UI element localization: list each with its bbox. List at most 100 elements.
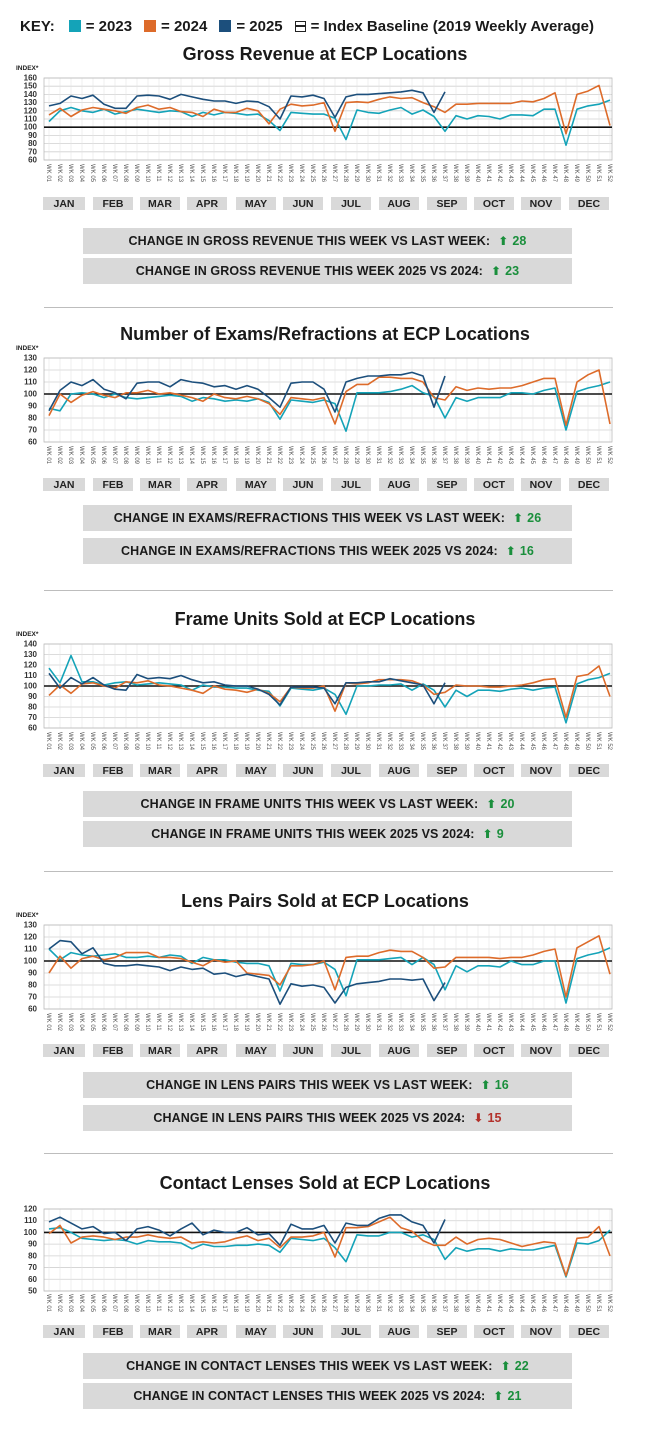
week-tick-label: WK 44 (518, 164, 524, 183)
month-label: JUL (341, 1326, 361, 1338)
week-tick-label: WK 38 (452, 732, 458, 751)
week-tick-label: WK 32 (386, 164, 392, 183)
month-band (427, 1325, 467, 1338)
arrow-up-icon: ⬆ (482, 827, 493, 841)
month-band (140, 764, 180, 777)
stat-box-2025-vs-2024: CHANGE IN FRAME UNITS THIS WEEK 2025 VS … (83, 821, 572, 847)
month-band (569, 764, 609, 777)
week-tick-label: WK 28 (342, 732, 348, 751)
month-band (331, 197, 371, 210)
month-band (521, 764, 561, 777)
y-tick-label: 100 (24, 123, 38, 132)
week-tick-label: WK 52 (606, 732, 612, 751)
legend-label-2024: = 2024 (161, 17, 208, 35)
stat-box-week-vs-last-week: CHANGE IN CONTACT LENSES THIS WEEK VS LA… (83, 1353, 572, 1379)
week-tick-label: WK 51 (595, 446, 601, 465)
week-tick-label: WK 51 (595, 164, 601, 183)
y-tick-label: 60 (28, 724, 37, 733)
week-tick-label: WK 40 (474, 732, 480, 751)
week-tick-label: WK 31 (375, 1013, 381, 1032)
week-tick-label: WK 28 (342, 446, 348, 465)
week-tick-label: WK 11 (155, 446, 161, 464)
week-tick-label: WK 12 (166, 1013, 172, 1032)
stat-box-week-vs-last-week: CHANGE IN GROSS REVENUE THIS WEEK VS LAS… (83, 228, 572, 254)
y-tick-label: 100 (24, 1228, 38, 1237)
week-tick-label: WK 20 (254, 1294, 260, 1313)
week-tick-label: WK 10 (144, 1294, 150, 1313)
month-band (236, 764, 276, 777)
month-label: OCT (483, 479, 506, 491)
series-line-2024 (48, 84, 611, 135)
month-label: JUL (341, 1045, 361, 1057)
week-tick-label: WK 12 (166, 446, 172, 465)
week-tick-label: WK 27 (331, 1013, 337, 1032)
month-label: JUL (341, 479, 361, 491)
stat-box-2025-vs-2024: CHANGE IN LENS PAIRS THIS WEEK 2025 VS 2… (83, 1105, 572, 1131)
week-tick-label: WK 12 (166, 164, 172, 183)
month-label: AUG (387, 198, 410, 210)
y-tick-label: 90 (28, 692, 37, 701)
series-line-2024 (48, 1216, 611, 1277)
week-tick-label: WK 02 (56, 1013, 62, 1032)
week-tick-label: WK 15 (199, 732, 205, 751)
arrow-down-icon: ⬇ (473, 1111, 484, 1125)
y-tick-label: 60 (28, 1005, 37, 1014)
week-tick-label: WK 10 (144, 446, 150, 465)
month-label: AUG (387, 765, 410, 777)
plot-frame (43, 1208, 613, 1292)
week-tick-label: WK 49 (573, 1013, 579, 1032)
week-tick-label: WK 02 (56, 164, 62, 183)
month-band (236, 1325, 276, 1338)
arrow-up-icon: ⬆ (486, 797, 497, 811)
stat-value: 23 (505, 264, 520, 278)
month-band (379, 197, 419, 210)
stat-text: CHANGE IN LENS PAIRS THIS WEEK VS LAST W… (146, 1078, 473, 1092)
month-band (283, 764, 323, 777)
week-tick-label: WK 12 (166, 732, 172, 751)
week-tick-label: WK 19 (243, 732, 249, 751)
week-tick-label: WK 18 (232, 1013, 238, 1032)
month-band (43, 1325, 85, 1338)
week-tick-label: WK 38 (452, 164, 458, 183)
week-tick-label: WK 14 (188, 1013, 194, 1032)
y-tick-label: 50 (28, 1287, 37, 1296)
week-tick-label: WK 02 (56, 732, 62, 751)
legend-swatch-2024 (144, 20, 157, 32)
month-band (187, 478, 227, 491)
month-band (43, 764, 85, 777)
series-line-2025 (48, 371, 446, 413)
week-tick-label: WK 25 (309, 164, 315, 183)
week-tick-label: WK 46 (540, 446, 546, 465)
month-band (474, 1044, 514, 1057)
week-tick-label: WK 43 (507, 164, 513, 183)
y-tick-label: 130 (24, 98, 38, 107)
week-tick-label: WK 39 (463, 1013, 469, 1032)
section-divider (44, 871, 613, 872)
week-tick-label: WK 07 (111, 446, 117, 465)
month-label: MAR (148, 198, 172, 210)
month-label: JAN (53, 479, 74, 491)
week-tick-label: WK 29 (353, 1294, 359, 1313)
week-tick-label: WK 03 (67, 164, 73, 183)
month-label: MAY (245, 198, 267, 210)
month-band (474, 478, 514, 491)
month-band (474, 764, 514, 777)
week-tick-label: WK 03 (67, 732, 73, 751)
week-tick-label: WK 23 (287, 732, 293, 751)
week-tick-label: WK 39 (463, 1294, 469, 1313)
month-label: SEP (436, 1326, 457, 1338)
month-label: AUG (387, 1045, 410, 1057)
y-axis-title: INDEX* (16, 912, 39, 919)
week-tick-label: WK 45 (529, 446, 535, 465)
week-tick-label: WK 17 (221, 732, 227, 751)
week-tick-label: WK 41 (485, 1013, 491, 1032)
stat-value: 20 (500, 797, 515, 811)
arrow-up-icon: ⬆ (493, 1389, 504, 1403)
y-tick-label: 160 (24, 74, 38, 83)
month-label: APR (196, 198, 219, 210)
week-tick-label: WK 25 (309, 446, 315, 465)
week-tick-label: WK 27 (331, 164, 337, 183)
month-band (331, 1044, 371, 1057)
week-tick-label: WK 41 (485, 164, 491, 183)
week-tick-label: WK 49 (573, 164, 579, 183)
